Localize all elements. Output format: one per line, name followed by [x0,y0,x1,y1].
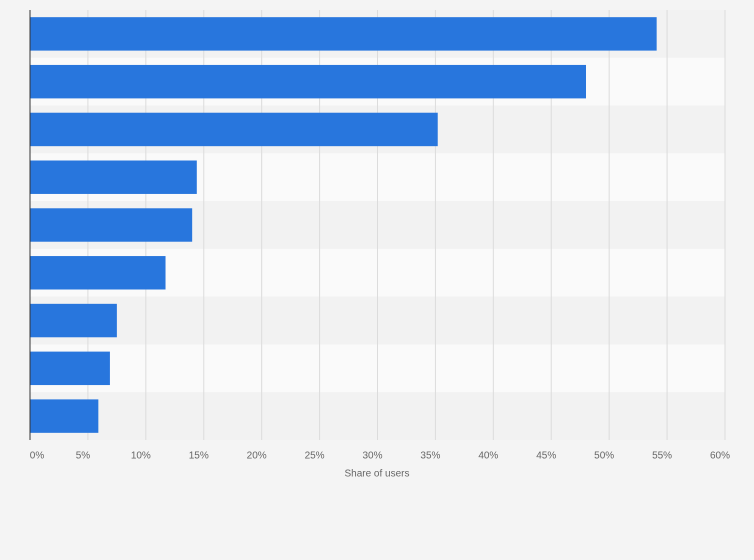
x-tick-label: 35% [420,451,440,462]
x-tick-label: 60% [710,451,730,462]
x-tick-label: 0% [30,451,45,462]
x-tick-label: 30% [362,451,382,462]
bar [30,303,117,338]
x-tick-label: 5% [76,451,91,462]
x-tick-label: 40% [478,451,498,462]
bar [30,399,99,433]
bar [30,208,193,242]
bar [30,160,197,194]
x-tick-label: 55% [652,451,672,462]
x-tick-label: 15% [189,451,209,462]
x-tick-label: 50% [594,451,614,462]
x-axis-label: Share of users [344,469,409,480]
x-tick-label: 20% [247,451,267,462]
bar [30,351,110,386]
bar [30,256,166,290]
x-tick-label: 25% [305,451,325,462]
bar [30,17,657,51]
bar [30,64,586,99]
bar [30,112,438,147]
x-tick-label: 45% [536,451,556,462]
x-tick-label: 10% [131,451,151,462]
